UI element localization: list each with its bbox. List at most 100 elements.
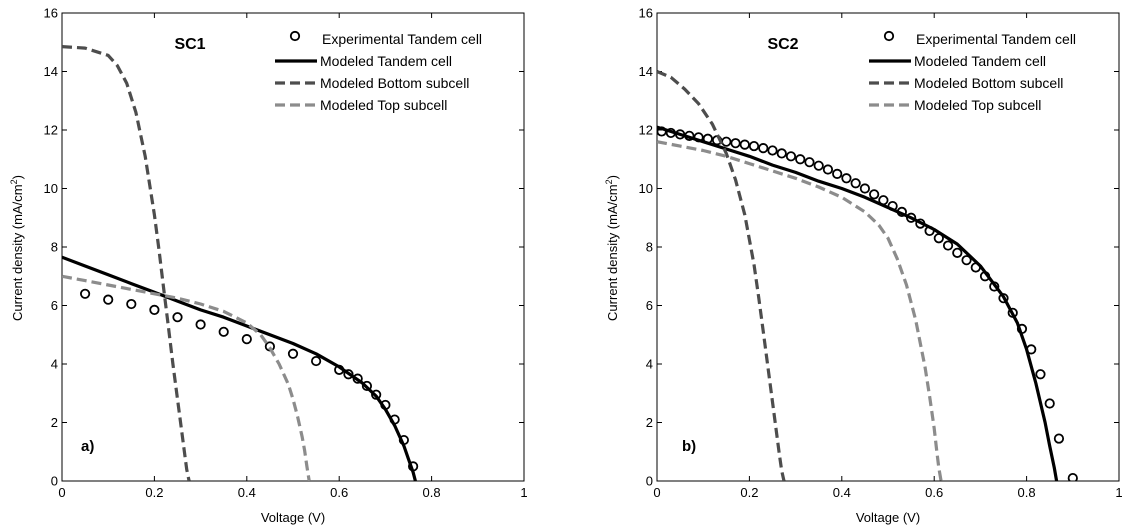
y-axis-label: Current density (mA/cm2) xyxy=(604,175,620,321)
modeled-subcell-line xyxy=(657,70,786,481)
y-axis-label-main: Current density (mA/cm xyxy=(605,184,620,321)
panel-sc2: SC2 b) Voltage (V) Current density (mA/c… xyxy=(604,6,1123,526)
experimental-point xyxy=(1067,472,1078,481)
modeled-subcell-line xyxy=(62,45,191,481)
experimental-point xyxy=(859,183,871,194)
experimental-point xyxy=(172,312,183,323)
experimental-point xyxy=(287,348,299,359)
experimental-point xyxy=(149,304,160,315)
experimental-point xyxy=(841,173,852,184)
y-tick-label: 6 xyxy=(51,298,58,313)
y-axis-label-main: Current density (mA/cm xyxy=(10,184,25,321)
experimental-point xyxy=(241,334,252,345)
y-tick-label: 8 xyxy=(646,240,653,255)
experimental-point xyxy=(195,319,206,330)
y-tick-label: 6 xyxy=(646,298,653,313)
x-tick-label: 1 xyxy=(1115,485,1122,500)
x-tick-label: 0.6 xyxy=(330,485,348,500)
experimental-point xyxy=(80,288,91,299)
experimental-point xyxy=(1035,369,1046,380)
legend: Experimental Tandem cell Modeled Tandem c… xyxy=(275,30,482,113)
experimental-point xyxy=(961,255,972,266)
panel-label: b) xyxy=(682,438,696,455)
modeled-subcell-line xyxy=(657,140,943,481)
experimental-point xyxy=(767,145,778,156)
experimental-point xyxy=(869,189,880,200)
x-axis-label: Voltage (V) xyxy=(856,510,920,525)
legend-label: Modeled Tandem cell xyxy=(914,53,1046,69)
y-tick-label: 14 xyxy=(639,64,653,79)
x-tick-label: 0.2 xyxy=(145,485,163,500)
experimental-point xyxy=(758,143,769,154)
experimental-point xyxy=(1053,433,1065,444)
legend-marker xyxy=(289,30,301,42)
experimental-point xyxy=(739,139,750,150)
y-axis-label: Current density (mA/cm2) xyxy=(9,175,25,321)
panel-title: SC2 xyxy=(767,36,798,53)
experimental-point xyxy=(998,293,1009,304)
y-axis-label-sup: 2 xyxy=(604,179,614,184)
x-tick-label: 0.4 xyxy=(238,485,256,500)
legend-label: Modeled Bottom subcell xyxy=(320,75,469,91)
experimental-point xyxy=(942,240,954,251)
y-tick-label: 16 xyxy=(639,6,653,21)
modeled-tandem-line xyxy=(657,125,1059,481)
experimental-point xyxy=(850,178,861,189)
y-tick-label: 4 xyxy=(646,357,653,372)
y-axis-label-end: ) xyxy=(10,175,25,179)
x-tick-label: 0 xyxy=(653,485,660,500)
panel-sc1: SC1 a) Voltage (V) Current density (mA/c… xyxy=(9,6,528,526)
experimental-point xyxy=(795,154,806,165)
modeled-tandem-line xyxy=(62,255,417,481)
y-tick-label: 12 xyxy=(44,123,58,138)
legend-label: Experimental Tandem cell xyxy=(322,31,482,47)
experimental-point xyxy=(730,138,741,149)
y-tick-label: 10 xyxy=(44,181,58,196)
experimental-point xyxy=(748,140,760,152)
experimental-point xyxy=(822,164,834,175)
y-tick-label: 12 xyxy=(639,123,653,138)
x-tick-label: 0.8 xyxy=(423,485,441,500)
x-tick-label: 0.4 xyxy=(833,485,851,500)
experimental-point xyxy=(776,148,787,159)
experimental-point xyxy=(310,355,322,367)
y-tick-label: 14 xyxy=(44,64,58,79)
experimental-point xyxy=(1044,398,1055,409)
experimental-point xyxy=(361,380,373,392)
legend-label: Experimental Tandem cell xyxy=(916,31,1076,47)
experimental-point xyxy=(721,136,732,147)
experimental-point xyxy=(126,298,137,310)
plot-area xyxy=(657,70,1078,481)
y-tick-label: 4 xyxy=(51,357,58,372)
panel-label: a) xyxy=(81,438,94,455)
legend-label: Modeled Tandem cell xyxy=(320,53,452,69)
y-tick-label: 8 xyxy=(51,240,58,255)
experimental-point xyxy=(804,157,815,168)
y-axis-label-sup: 2 xyxy=(9,179,19,184)
y-tick-label: 0 xyxy=(51,474,58,489)
legend-label: Modeled Bottom subcell xyxy=(914,75,1063,91)
experimental-point xyxy=(952,247,963,258)
modeled-subcell-line xyxy=(62,274,311,481)
experimental-point xyxy=(343,369,354,380)
y-axis-label-end: ) xyxy=(605,175,620,179)
x-tick-label: 0 xyxy=(58,485,65,500)
x-tick-label: 1 xyxy=(520,485,527,500)
x-tick-label: 0.6 xyxy=(925,485,943,500)
experimental-point xyxy=(103,294,114,305)
legend-marker xyxy=(883,30,895,42)
y-tick-label: 16 xyxy=(44,6,58,21)
experimental-point xyxy=(813,160,824,171)
legend-label: Modeled Top subcell xyxy=(914,97,1041,113)
y-tick-label: 2 xyxy=(646,415,653,430)
y-tick-label: 2 xyxy=(51,415,58,430)
x-axis-label: Voltage (V) xyxy=(261,510,325,525)
experimental-point xyxy=(218,326,229,337)
legend: Experimental Tandem cell Modeled Tandem c… xyxy=(869,30,1076,113)
panel-title: SC1 xyxy=(174,36,205,53)
x-tick-label: 0.2 xyxy=(740,485,758,500)
experimental-point xyxy=(905,212,917,223)
y-tick-label: 10 xyxy=(639,181,653,196)
experimental-point xyxy=(785,151,797,162)
